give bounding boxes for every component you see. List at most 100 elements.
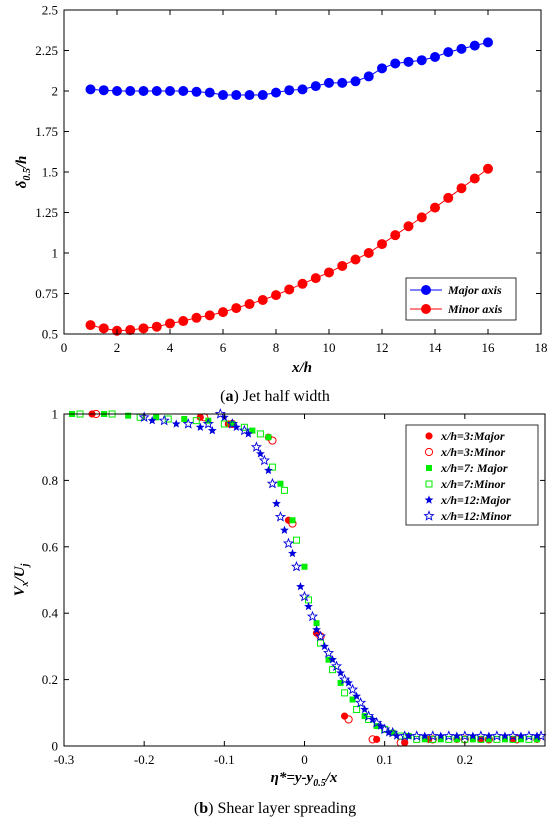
x-tick-label: 14 [429,340,443,355]
data-point-major [244,90,255,101]
data-point-square-open [329,666,337,674]
legend-marker-star-open [423,510,435,521]
data-point-star-filled [452,731,462,740]
chart-shear-layer-spreading: -0.3 -0.2 -0.1 0 0.1 0.200.20.40.60.81 Vx/Uj … [12,407,547,817]
data-point-minor [98,323,109,334]
data-point-square-filled [485,736,492,743]
data-point-star-filled [272,499,281,508]
legend-label: x/h=3:Minor [440,445,506,459]
data-point-major [403,56,414,67]
data-point-major [231,90,242,101]
y-tick-label: 2 [52,84,59,99]
data-point-square-filled [453,736,460,743]
x-tick-label: 0 [61,340,68,355]
data-point-star-filled [207,426,217,435]
data-point-circle-open [344,715,353,724]
data-point-star-open [371,716,383,728]
data-point-major [257,90,268,101]
data-point-major [284,85,295,96]
x-tick-label: 10 [323,340,336,355]
data-point-star-filled [320,641,329,651]
data-point-star-open [379,723,391,735]
y-tick-label: 0.6 [42,539,59,554]
data-point-star-open [158,414,170,426]
data-point-major [204,87,215,98]
x-axis-label-b: η*=y-y0.5/x [271,770,338,789]
data-point-major [337,77,348,88]
data-point-star-open [475,730,487,741]
y-tick-label: 0.75 [35,286,58,301]
data-point-square-filled [125,412,132,419]
data-point-minor [430,202,440,213]
data-point-minor [483,163,493,174]
x-tick-label: 18 [535,340,548,355]
data-point-square-filled [301,563,308,570]
data-point-star-open [363,710,375,721]
legend-marker-square-filled [426,465,432,471]
data-point-minor [284,284,295,295]
data-point-star-filled [384,728,394,737]
data-point-minor [178,316,189,327]
y-tick-label: 0.2 [42,672,58,687]
y-tick-label: 0 [52,739,59,754]
data-point-major [151,86,162,96]
data-point-major [430,51,440,62]
data-point-major [165,86,175,96]
data-point-major [350,76,361,87]
data-point-major [416,55,427,66]
x-tick-label: 4 [167,340,174,355]
data-point-star-open [214,408,226,419]
data-point-minor [204,310,215,321]
y-axis-label-a: δ0.5/h [14,156,33,189]
data-point-star-open [427,730,439,741]
data-point-star-filled [244,429,253,438]
data-point-minor [377,239,387,250]
y-axis-label-b: Vx/Uj [12,563,31,596]
data-point-star-open [306,610,319,622]
data-point-star-filled [516,731,526,740]
data-point-star-open [491,730,503,741]
data-point-square-filled [181,415,188,422]
y-tick-label: 2.5 [42,3,58,18]
legend-marker-circle-open [424,447,434,457]
data-point-circle-open [428,735,437,744]
data-point-square-filled [229,420,236,427]
data-point-star-open [226,418,238,429]
data-point-minor [337,260,348,271]
data-point-minor [257,294,268,305]
data-point-square-filled [289,517,296,524]
data-point-star-open [138,411,150,423]
x-tick-label: 0 [301,752,308,767]
legend-marker-circle-filled [425,432,433,440]
data-point-circle-filled [340,712,349,720]
data-point-star-filled [376,721,386,730]
data-point-square-open [317,639,325,647]
data-point-minor [390,230,401,241]
data-point-major [85,84,96,95]
y-tick-label: 2.25 [35,43,58,58]
data-point-star-filled [304,601,313,611]
data-point-minor [310,273,321,284]
y-tick-label: 0.5 [42,327,58,342]
data-point-square-filled [265,434,272,441]
data-point-square-filled [501,736,508,743]
data-point-square-filled [349,696,356,703]
data-point-square-open [220,420,228,428]
data-point-star-open [399,730,411,741]
y-tick-label: 1 [52,246,59,261]
legend-marker-square-open [425,480,433,488]
data-point-minor [297,278,308,289]
data-point-major [456,43,467,54]
y-tick-label: 1 [52,407,59,422]
data-point-star-open [238,424,250,436]
data-point-star-filled [352,691,361,700]
data-point-star-open [266,477,278,489]
data-point-major [443,47,454,58]
legend-label: x/h=7: Major [440,461,508,475]
legend-label: x/h=12:Minor [440,509,512,523]
data-point-square-filled [205,417,212,424]
data-point-star-filled [392,731,402,740]
legend-label: x/h=7:Minor [440,477,506,491]
data-point-star-open [459,730,471,741]
